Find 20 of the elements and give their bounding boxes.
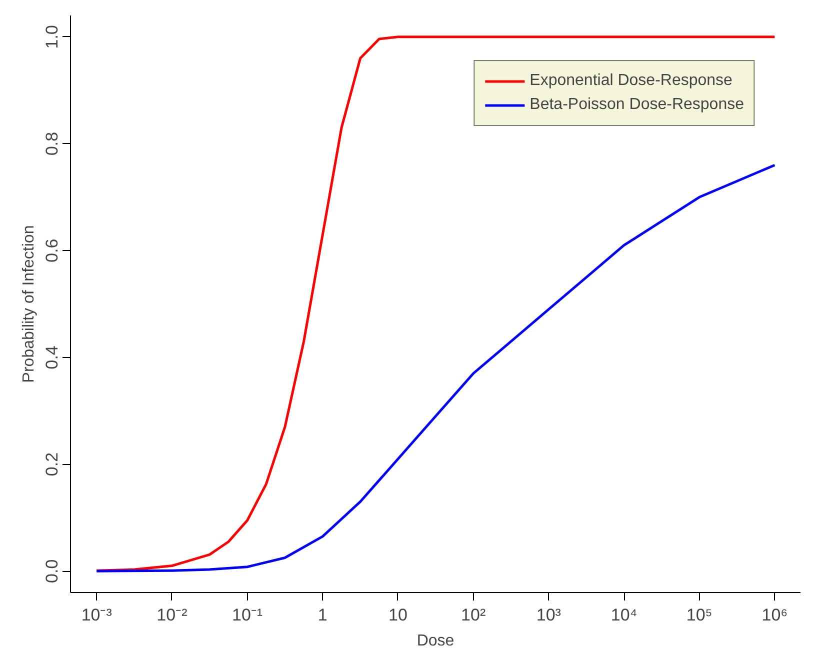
legend-label: Beta-Poisson Dose-Response (530, 96, 744, 114)
y-tick-label: 0.2 (42, 452, 62, 476)
x-tick-label: 10 (388, 606, 408, 624)
x-tick-label: 1 (318, 606, 328, 624)
y-axis-title: Probability of Infection (20, 225, 38, 383)
legend-label: Exponential Dose-Response (530, 72, 732, 90)
x-tick-label: 10⁴ (610, 606, 638, 624)
y-tick-label: 1.0 (42, 25, 62, 49)
x-axis-title: Dose (416, 632, 454, 650)
y-tick-label: 0.4 (42, 346, 62, 370)
y-tick-label: 0.8 (42, 132, 62, 156)
x-tick-label: 10² (461, 606, 486, 624)
x-tick-label: 10⁻¹ (232, 606, 263, 624)
x-tick-label: 10⁶ (762, 606, 788, 624)
x-tick-label: 10⁵ (686, 606, 712, 624)
y-tick-label: 0.0 (42, 559, 62, 583)
y-tick-label: 0.6 (42, 238, 62, 262)
x-tick-label: 10⁻³ (81, 606, 112, 624)
x-tick-label: 10⁻² (156, 606, 188, 624)
x-tick-label: 10³ (536, 606, 562, 624)
